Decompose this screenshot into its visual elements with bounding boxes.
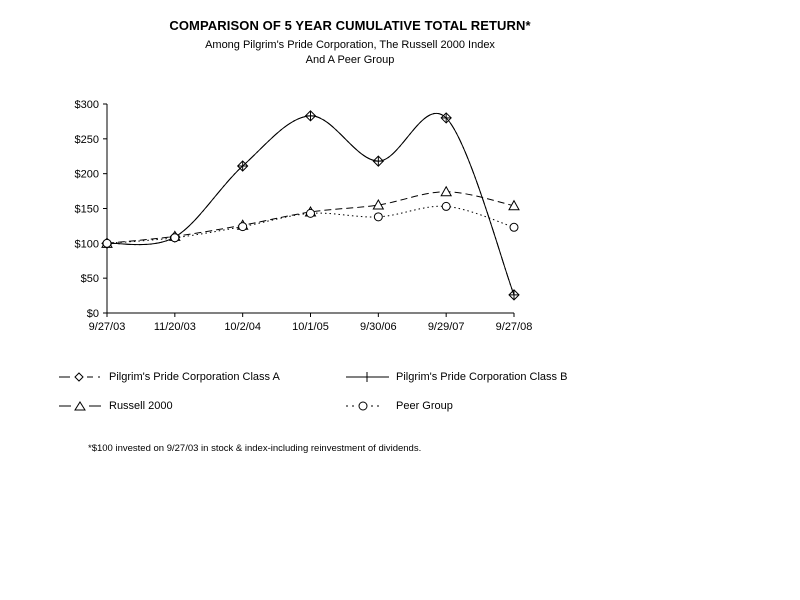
data-point-marker	[508, 199, 520, 211]
series-plus	[102, 110, 519, 300]
legend-sample-class-a	[59, 372, 100, 382]
data-point-marker	[102, 238, 112, 248]
data-point-marker	[441, 112, 452, 123]
data-point-marker	[238, 222, 248, 232]
data-point-marker	[305, 110, 316, 121]
chart-plot: $0 $50 $100 $150 $200 $250 $300 9/27/03 11/20/0…	[75, 99, 533, 333]
y-axis-tick-label: $200	[75, 169, 99, 181]
x-axis-tick-label: 9/30/06	[360, 321, 397, 333]
series-diamond	[101, 110, 520, 301]
y-axis-tick-label: $100	[75, 238, 99, 250]
data-point-marker	[373, 156, 384, 167]
x-axis-tick-label: 9/29/07	[428, 321, 465, 333]
legend-sample-class-b	[346, 372, 389, 382]
data-point-marker	[237, 161, 248, 172]
data-point-marker	[170, 233, 180, 243]
data-point-marker	[440, 185, 453, 197]
legend-label-class-a: Pilgrim's Pride Corporation Class A	[109, 371, 280, 383]
x-axis-tick-label: 11/20/03	[154, 321, 196, 333]
series-line	[106, 112, 515, 296]
x-axis-tick-label: 9/27/08	[496, 321, 533, 333]
x-axis-tick-label: 9/27/03	[89, 321, 126, 333]
legend-item-russell-2000[interactable]: Russell 2000	[58, 399, 173, 413]
data-series-group	[101, 110, 520, 301]
legend-item-peer-group[interactable]: Peer Group	[345, 399, 453, 413]
y-axis-tick-label: $250	[75, 134, 99, 146]
data-point-marker	[373, 212, 383, 222]
legend-label-russell-2000: Russell 2000	[109, 400, 173, 412]
x-axis-tick-label: 10/2/04	[224, 321, 261, 333]
legend-sample-russell-2000	[59, 401, 101, 411]
legend-label-peer-group: Peer Group	[396, 400, 453, 412]
subtitle-line-2: And A Peer Group	[305, 54, 395, 66]
data-point-marker	[509, 222, 519, 232]
y-axis-tick-label: $50	[81, 273, 99, 285]
data-point-marker	[372, 198, 385, 210]
series-circle	[102, 201, 519, 248]
legend-label-class-b: Pilgrim's Pride Corporation Class B	[396, 371, 568, 383]
x-axis-tick-label: 10/1/05	[292, 321, 329, 333]
data-point-marker	[509, 289, 519, 300]
footnote-text: *$100 invested on 9/27/03 in stock & ind…	[88, 443, 422, 454]
y-axis-tick-label: $150	[75, 204, 99, 216]
y-axis: $0 $50 $100 $150 $200 $250 $300	[75, 99, 108, 320]
legend-item-class-b[interactable]: Pilgrim's Pride Corporation Class B	[345, 370, 567, 384]
subtitle-line-1: Among Pilgrim's Pride Corporation, The R…	[205, 39, 495, 51]
legend-item-class-a[interactable]: Pilgrim's Pride Corporation Class A	[58, 370, 280, 384]
x-axis: 9/27/03 11/20/03 10/2/04 10/1/05 9/30/06 9/29…	[89, 312, 533, 333]
series-line	[106, 112, 515, 296]
page-title: COMPARISON OF 5 YEAR CUMULATIVE TOTAL RE…	[169, 18, 531, 33]
y-axis-tick-label: $300	[75, 99, 99, 111]
y-axis-tick-label: $0	[87, 308, 99, 320]
data-point-marker	[441, 201, 451, 211]
data-point-marker	[306, 208, 315, 218]
legend-sample-peer-group	[346, 401, 379, 411]
